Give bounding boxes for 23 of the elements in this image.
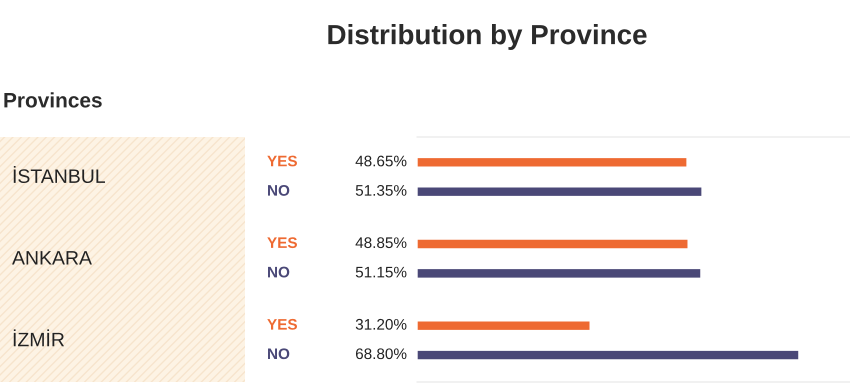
data-label: 48.65% bbox=[356, 156, 406, 166]
bar bbox=[417, 238, 689, 250]
data-label: 48.85% bbox=[356, 237, 406, 248]
chart-title: Distribution by Province bbox=[328, 24, 647, 50]
data-label: 51.15% bbox=[356, 266, 406, 278]
bar bbox=[417, 320, 591, 332]
bar bbox=[417, 186, 703, 198]
text: NO bbox=[268, 348, 290, 360]
text: YES bbox=[267, 156, 297, 166]
data-label: 31.20% bbox=[356, 318, 406, 330]
data-label: 68.80% bbox=[356, 348, 406, 360]
y-tick-label: İZMİR bbox=[14, 329, 64, 346]
y-tick-label: ANKARA bbox=[12, 251, 92, 265]
text: NO bbox=[268, 266, 290, 278]
bar bbox=[417, 349, 800, 361]
text: YES bbox=[267, 318, 297, 330]
bar bbox=[417, 156, 688, 168]
y-tick-label: İSTANBUL bbox=[14, 166, 106, 184]
text: YES bbox=[267, 237, 297, 248]
data-label: 51.35% bbox=[356, 185, 406, 196]
text: NO bbox=[268, 185, 290, 196]
bar bbox=[417, 268, 702, 279]
y-axis-title: Provinces bbox=[4, 92, 102, 108]
